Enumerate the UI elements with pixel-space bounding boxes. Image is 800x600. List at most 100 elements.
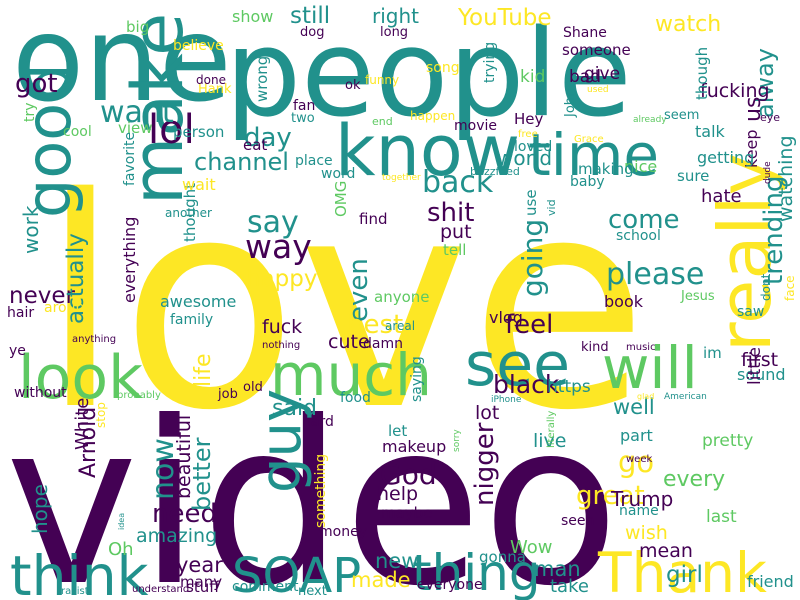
word-already: already	[633, 115, 667, 125]
word-video: video	[5, 374, 620, 600]
word-understand: understand	[132, 584, 189, 595]
word-put: put	[440, 221, 472, 243]
word-better: better	[188, 437, 216, 511]
word-friend: friend	[747, 572, 794, 591]
word-bad: bad	[569, 67, 601, 87]
word-got: got	[15, 69, 58, 99]
word-first: first	[741, 349, 778, 371]
word-though: though	[693, 47, 711, 100]
word-make: make	[117, 13, 199, 205]
word-name: name	[619, 503, 659, 519]
word-good: good	[12, 63, 85, 218]
word-will: will	[602, 334, 698, 402]
word-probably: probably	[117, 390, 161, 401]
word-world: world	[497, 146, 552, 170]
word-much: much	[270, 341, 432, 409]
word-wow: Wow	[510, 537, 552, 558]
word-sure: sure	[677, 167, 709, 185]
word-actually: actually	[63, 233, 89, 324]
word-show: show	[232, 7, 273, 26]
word-place: place	[295, 153, 333, 169]
word-music: music	[626, 342, 656, 353]
word-saw: saw	[737, 304, 764, 320]
word-dont: dont	[759, 273, 773, 301]
word-kid: kid	[520, 67, 545, 87]
word-let: let	[388, 422, 407, 440]
word-guy: guy	[249, 389, 314, 493]
word-shane: Shane	[563, 25, 607, 41]
word-keep: keep	[742, 129, 761, 168]
word-sound: sound	[737, 365, 786, 384]
word-happy: happy	[246, 266, 317, 292]
word-soap: SOAP	[232, 548, 361, 600]
word-stuff: stuff	[186, 578, 220, 596]
word-last: last	[706, 507, 737, 527]
word-try: try	[22, 102, 38, 122]
word-stop: stop	[94, 402, 108, 428]
word-week: week	[626, 454, 652, 465]
word-well: well	[613, 395, 655, 419]
word-together: together	[382, 173, 421, 183]
word-end: end	[372, 115, 393, 128]
word-song: song	[426, 60, 460, 76]
word-american: American	[664, 392, 707, 402]
word-amazing: amazing	[136, 525, 217, 547]
word-hard: hard	[302, 414, 334, 430]
word-money: money	[319, 524, 367, 540]
word-life: life	[191, 353, 216, 387]
word-love: love	[40, 137, 648, 474]
word-anything: anything	[72, 334, 116, 345]
word-made: made	[351, 568, 411, 592]
word-done: done	[196, 73, 226, 87]
word-tell: tell	[443, 241, 466, 259]
word-pretty: pretty	[702, 431, 753, 451]
word-watching: watching	[775, 135, 797, 222]
word-baby: baby	[570, 174, 605, 190]
word-iphone: iPhone	[491, 395, 522, 405]
word-live: live	[533, 430, 567, 452]
word-eye: eye	[760, 111, 780, 124]
word-man: man	[534, 557, 581, 581]
word-food: food	[340, 390, 371, 406]
word-look: look	[18, 343, 143, 413]
word-every: every	[663, 467, 725, 492]
word-making: making	[578, 160, 634, 178]
word-many: many	[180, 573, 222, 591]
word-used: used	[587, 85, 609, 95]
word-hair: hair	[7, 305, 34, 321]
word-happen: happen	[410, 109, 455, 123]
word-say: say	[247, 205, 299, 240]
word-come: come	[608, 205, 680, 235]
word-sorry: sorry	[452, 429, 462, 452]
word-thought: thought	[181, 183, 199, 242]
word-little: little	[745, 347, 765, 385]
word-kind: kind	[581, 340, 609, 355]
word-john: John	[563, 89, 578, 118]
word-everyone: everyone	[417, 577, 483, 593]
word-ye: ye	[9, 343, 26, 359]
word-im: im	[703, 344, 722, 362]
word-seen: seen	[561, 513, 594, 529]
word-maybe: maybe	[381, 504, 432, 522]
word-think: think	[10, 544, 149, 600]
word-person: person	[173, 123, 224, 141]
word-ok: ok	[345, 78, 361, 93]
word-new: new	[375, 549, 418, 573]
word-makeup: makeup	[382, 437, 446, 456]
word-never: never	[9, 283, 75, 309]
word-dude: dude	[763, 161, 773, 184]
word-book: book	[604, 292, 644, 311]
word-white: White	[72, 398, 93, 450]
word-even: even	[344, 258, 374, 322]
word-free: free	[518, 129, 538, 140]
word-fan: fan	[293, 98, 315, 114]
word-next: next	[298, 584, 327, 599]
word-old: old	[243, 380, 263, 395]
word-talk: talk	[695, 122, 726, 141]
word-awesome: awesome	[160, 292, 236, 311]
word-arnold: Arnold	[76, 407, 101, 478]
word-time: time	[528, 121, 659, 189]
word-another: another	[165, 206, 212, 220]
word-glad: glad	[637, 392, 654, 401]
